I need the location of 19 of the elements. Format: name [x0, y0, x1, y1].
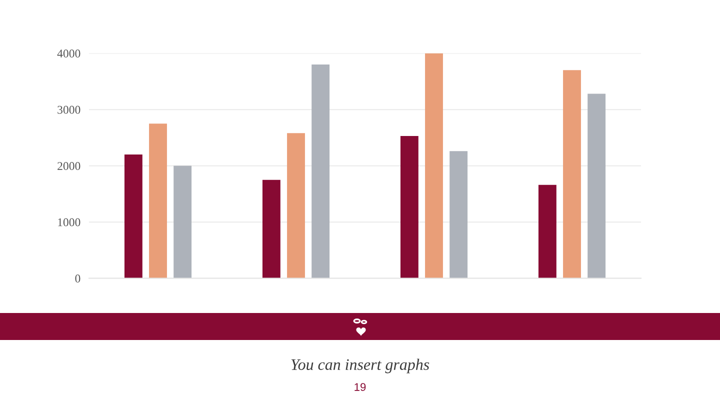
bar: [312, 64, 330, 278]
y-tick-label: 4000: [57, 50, 80, 58]
bar: [425, 53, 443, 278]
y-tick-label: 3000: [58, 106, 80, 114]
bar: [287, 133, 305, 278]
y-tick-label: 0: [75, 274, 80, 283]
bar: [450, 151, 468, 278]
bar: [588, 94, 606, 278]
y-tick-label: 1000: [58, 218, 80, 226]
bar: [400, 136, 418, 278]
bar: [563, 70, 581, 278]
bar: [149, 124, 167, 278]
text: 19: [354, 383, 366, 391]
y-tick-label: 2000: [58, 162, 80, 170]
bar: [262, 180, 280, 278]
bar: [124, 154, 142, 278]
bar: [174, 166, 192, 278]
bar: [538, 184, 556, 278]
text: You can insert graphs: [291, 358, 430, 374]
